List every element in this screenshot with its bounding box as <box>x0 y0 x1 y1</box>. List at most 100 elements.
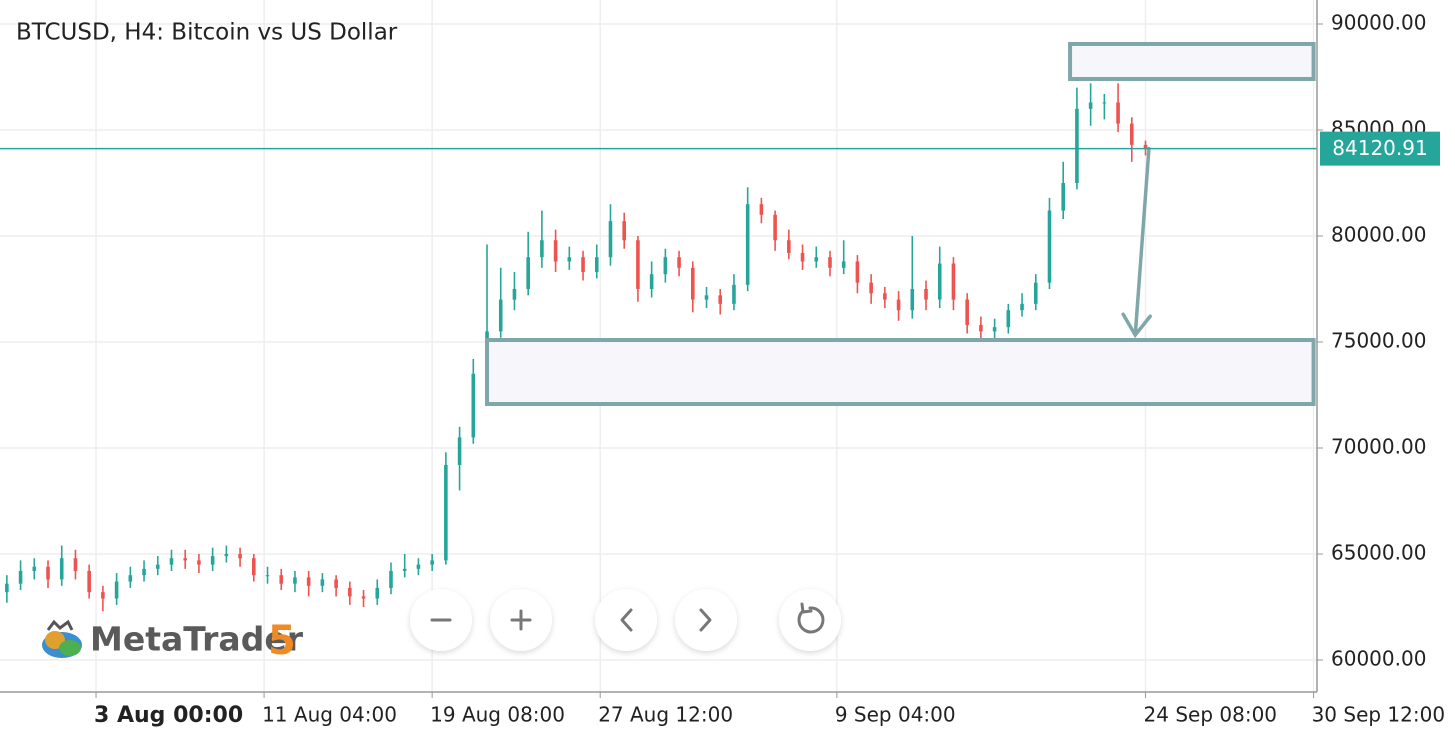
candle-body <box>1075 108 1079 184</box>
candle-body <box>594 257 599 273</box>
arrow <box>1121 146 1152 339</box>
candle-body <box>320 579 325 586</box>
x-tick-label: 24 Sep 08:00 <box>1144 703 1278 727</box>
price-label: 84120.91 <box>1332 136 1427 160</box>
candle-body <box>677 257 681 268</box>
candle-body <box>636 240 640 290</box>
candle-body <box>704 295 709 300</box>
candle-body <box>293 577 297 584</box>
x-tick-label: 30 Sep 12:00 <box>1312 703 1446 727</box>
candle-body <box>361 596 366 599</box>
candle-body <box>1088 102 1093 109</box>
candle-body <box>718 295 723 304</box>
zoom-in-button[interactable] <box>490 589 552 651</box>
candle-body <box>1102 102 1107 104</box>
y-tick-label: 80000.00 <box>1331 223 1426 247</box>
candle-body <box>444 464 448 561</box>
chart-title: BTCUSD, H4: Bitcoin vs US Dollar <box>16 20 398 46</box>
candle-body <box>869 282 873 294</box>
candle-body <box>375 587 380 599</box>
candle-body <box>1033 282 1038 304</box>
y-tick-label: 70000.00 <box>1331 435 1426 459</box>
candle-body <box>567 257 572 262</box>
candle-body <box>690 267 695 300</box>
candle-body <box>732 284 736 304</box>
candle-body <box>46 566 50 580</box>
candle-body <box>155 564 160 569</box>
candle-body <box>142 568 146 576</box>
candle-body <box>183 558 188 561</box>
candle-body <box>197 560 201 565</box>
candle-body <box>814 257 819 262</box>
candle-body <box>128 575 133 582</box>
candle-body <box>224 554 229 557</box>
candle-body <box>59 558 64 580</box>
candle-body <box>265 575 270 577</box>
candle-body <box>430 560 434 565</box>
candle-body <box>1143 144 1148 149</box>
candle-body <box>18 570 23 584</box>
zoom-out-button[interactable] <box>410 589 472 651</box>
candle-body <box>924 289 928 300</box>
candle-body <box>965 299 969 326</box>
candle-body <box>622 221 627 241</box>
candle-body <box>745 204 750 285</box>
plot <box>0 41 1317 612</box>
candle-body <box>1047 210 1052 283</box>
candle-body <box>306 577 311 586</box>
zone <box>1068 41 1316 81</box>
candle-body <box>210 556 215 565</box>
candle-body <box>951 263 956 300</box>
candle-body <box>937 263 942 300</box>
candle-body <box>457 437 462 465</box>
candle-body <box>896 299 901 311</box>
candle-body <box>855 261 860 283</box>
candle-body <box>992 327 997 332</box>
candle-body <box>526 257 530 290</box>
candle-body <box>114 581 119 599</box>
candle-body <box>1006 310 1011 328</box>
scroll-right-button[interactable] <box>675 589 737 651</box>
candle-body <box>608 221 613 258</box>
price-label-box <box>1320 131 1440 166</box>
x-tick-label: 27 Aug 12:00 <box>598 703 733 727</box>
candle-body <box>279 575 284 584</box>
candle-body <box>32 566 37 571</box>
scroll-left-button[interactable] <box>595 589 657 651</box>
candle-body <box>553 240 558 262</box>
candle-body <box>402 568 407 571</box>
y-tick-label: 65000.00 <box>1331 541 1426 565</box>
candle-body <box>828 257 832 268</box>
candle-body <box>87 570 91 593</box>
logo-icon <box>42 619 82 658</box>
candle-body <box>5 583 9 593</box>
zone <box>485 338 1316 407</box>
candle-body <box>512 289 517 300</box>
candle-body <box>1129 123 1134 145</box>
candle-body <box>883 293 887 300</box>
candle-body <box>759 204 764 215</box>
candle-body <box>389 570 393 588</box>
reset-button[interactable] <box>779 589 841 651</box>
candle-body <box>416 564 421 569</box>
candle-body <box>251 558 256 576</box>
candle-body <box>800 252 805 262</box>
logo-version: 5 <box>268 618 296 664</box>
candle-body <box>101 592 105 599</box>
candle-body <box>649 274 654 290</box>
candle-body <box>581 257 585 273</box>
logo: MetaTrader 5 <box>42 618 304 664</box>
candle-body <box>787 240 791 253</box>
y-tick-label: 90000.00 <box>1331 10 1426 34</box>
candle-body <box>540 240 544 258</box>
y-tick-label: 75000.00 <box>1331 329 1426 353</box>
candle-body <box>663 257 668 275</box>
x-tick-label: 11 Aug 04:00 <box>262 703 397 727</box>
x-tick-label: 19 Aug 08:00 <box>430 703 565 727</box>
candle-body <box>498 299 503 332</box>
axes: 60000.00 65000.00 70000.00 75000.00 80000.00… <box>94 10 1445 728</box>
candle-body <box>1061 183 1066 211</box>
candle-body <box>169 558 174 565</box>
candle-body <box>471 373 476 438</box>
